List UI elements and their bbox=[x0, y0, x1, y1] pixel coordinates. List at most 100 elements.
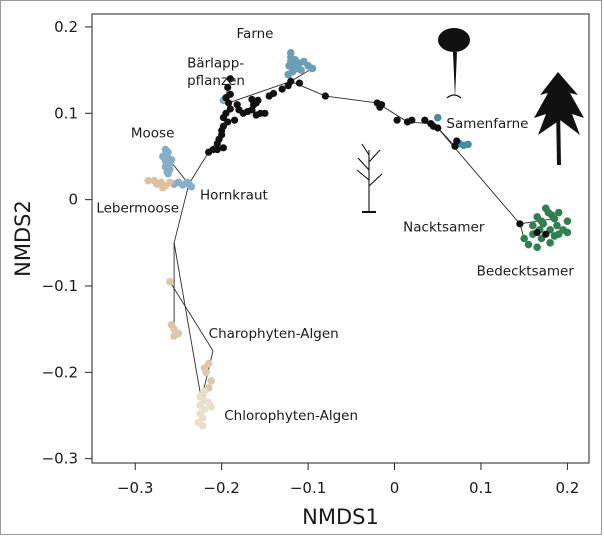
data-point bbox=[524, 240, 533, 249]
data-point bbox=[291, 62, 299, 70]
tree-edge bbox=[437, 127, 521, 225]
plot-frame bbox=[91, 13, 590, 464]
data-point bbox=[297, 66, 305, 74]
x-tick-label: −0.3 bbox=[117, 479, 153, 497]
data-point bbox=[204, 359, 213, 368]
data-point bbox=[516, 220, 524, 228]
data-point bbox=[278, 85, 286, 93]
x-axis-title: NMDS1 bbox=[302, 505, 379, 529]
data-point bbox=[252, 99, 260, 107]
data-point bbox=[533, 243, 541, 251]
group-labels: Farne Bärlapp-pflanzen Moose Hornkraut Leber… bbox=[96, 26, 574, 424]
x-tick-label: −0.1 bbox=[290, 479, 326, 497]
group-label: Samenfarne bbox=[446, 116, 528, 132]
group-label: Bärlapp- bbox=[187, 56, 244, 72]
conifer-silhouette-icon bbox=[534, 72, 584, 165]
data-point bbox=[165, 277, 174, 286]
data-point bbox=[554, 208, 563, 217]
y-axis-title: NMDS2 bbox=[11, 200, 35, 277]
data-point bbox=[183, 178, 191, 187]
data-point bbox=[539, 220, 547, 228]
x-tick-label: 0.2 bbox=[555, 479, 579, 497]
data-point bbox=[159, 152, 167, 161]
y-tick-label: −0.1 bbox=[42, 277, 78, 295]
data-point bbox=[529, 221, 537, 230]
tree-edge bbox=[188, 151, 210, 185]
data-point bbox=[200, 387, 209, 396]
data-point bbox=[159, 183, 167, 192]
data-point bbox=[553, 221, 561, 230]
data-point bbox=[533, 213, 541, 221]
data-point bbox=[231, 116, 239, 124]
data-point bbox=[429, 122, 438, 130]
group-label: Moose bbox=[131, 125, 175, 141]
y-tick-label: −0.2 bbox=[42, 363, 78, 381]
data-point bbox=[548, 211, 556, 219]
y-tick-label: 0.1 bbox=[54, 104, 78, 122]
data-point bbox=[284, 70, 293, 79]
tree-edge bbox=[173, 183, 190, 243]
data-point bbox=[464, 140, 472, 149]
data-point bbox=[205, 148, 213, 156]
data-point bbox=[408, 116, 416, 124]
data-point bbox=[533, 228, 541, 237]
plant-silhouettes bbox=[356, 28, 584, 213]
data-point bbox=[433, 113, 442, 122]
data-point bbox=[269, 89, 278, 98]
tree-edge bbox=[173, 242, 204, 407]
data-point bbox=[520, 234, 528, 243]
y-tick-label: −0.3 bbox=[42, 450, 78, 468]
data-point bbox=[202, 368, 210, 377]
tree-edge bbox=[169, 281, 214, 351]
data-point bbox=[453, 137, 461, 145]
data-point bbox=[421, 116, 429, 124]
x-tick-label: −0.2 bbox=[203, 479, 239, 497]
data-point bbox=[284, 82, 292, 90]
tree-edge bbox=[325, 95, 378, 104]
y-tick-label: 0 bbox=[68, 191, 78, 209]
data-point bbox=[207, 403, 216, 411]
plot-border bbox=[91, 13, 590, 464]
data-point bbox=[226, 75, 234, 83]
tree-fern-silhouette-icon bbox=[438, 28, 470, 99]
axis-ticks: −0.3 −0.2 −0.1 0 0.1 0.2 −0.3 −0.2 −0.1 0 0.1 0.2 bbox=[42, 18, 580, 497]
data-point bbox=[213, 145, 221, 154]
data-point bbox=[224, 99, 233, 107]
data-point bbox=[167, 156, 176, 164]
data-point bbox=[170, 332, 178, 340]
data-point bbox=[546, 239, 554, 247]
group-label: Chlorophyten-Algen bbox=[224, 408, 358, 424]
data-point bbox=[393, 116, 401, 124]
data-point bbox=[150, 176, 159, 185]
phylogeny-edges bbox=[156, 52, 555, 407]
tree-edge bbox=[290, 68, 313, 82]
y-tick-label: 0.2 bbox=[54, 18, 78, 36]
seed-fern-silhouette-icon bbox=[356, 143, 383, 213]
data-point bbox=[550, 232, 559, 240]
data-point bbox=[224, 83, 232, 91]
tree-edge bbox=[519, 218, 555, 225]
data-point bbox=[219, 144, 227, 152]
data-point bbox=[563, 228, 572, 237]
group-label: Bedecktsamer bbox=[477, 264, 575, 280]
data-point bbox=[144, 176, 152, 185]
data-point bbox=[213, 139, 221, 148]
data-point bbox=[256, 109, 265, 117]
group-label: Farne bbox=[237, 26, 274, 42]
group-label: Lebermoose bbox=[96, 201, 179, 217]
data-point bbox=[308, 64, 317, 73]
data-point bbox=[165, 178, 174, 187]
tree-edge bbox=[228, 80, 291, 104]
data-point bbox=[207, 377, 216, 385]
data-point bbox=[164, 169, 172, 178]
group-label: pflanzen bbox=[187, 73, 245, 89]
data-point bbox=[377, 101, 386, 109]
group-label: Hornkraut bbox=[200, 188, 268, 204]
data-point bbox=[295, 79, 304, 87]
data-point bbox=[198, 422, 207, 430]
x-tick-label: 0.1 bbox=[469, 479, 493, 497]
group-label: Charophyten-Algen bbox=[209, 326, 339, 342]
group-label: Nacktsamer bbox=[403, 220, 485, 236]
